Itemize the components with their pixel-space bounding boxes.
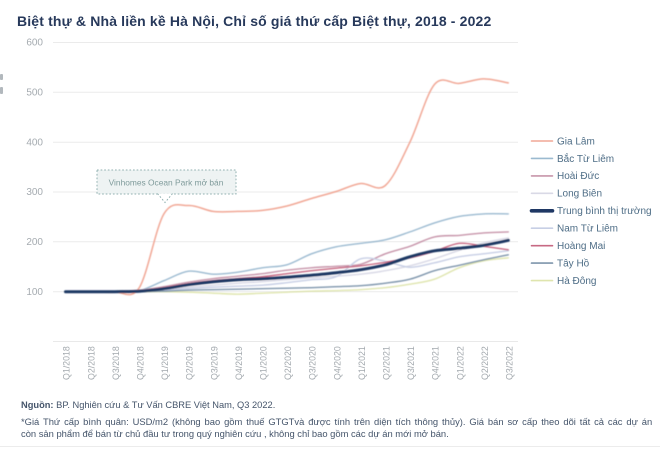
svg-text:Q2/2019: Q2/2019 <box>185 346 195 380</box>
svg-text:Tây Hồ: Tây Hồ <box>557 257 590 269</box>
svg-text:Q1/2019: Q1/2019 <box>160 346 170 380</box>
svg-text:Bắc Từ Liêm: Bắc Từ Liêm <box>557 152 614 165</box>
svg-text:Q4/2020: Q4/2020 <box>332 346 342 380</box>
svg-text:Trung bình thị trường: Trung bình thị trường <box>557 206 652 217</box>
svg-text:200: 200 <box>26 237 43 248</box>
svg-text:Q2/2018: Q2/2018 <box>86 346 96 380</box>
svg-text:Q3/2019: Q3/2019 <box>209 346 219 380</box>
svg-text:Q3/2018: Q3/2018 <box>111 346 121 380</box>
svg-text:Q1/2021: Q1/2021 <box>357 346 367 380</box>
svg-text:Q2/2022: Q2/2022 <box>480 346 490 380</box>
svg-text:Hoài Đức: Hoài Đức <box>557 171 599 182</box>
svg-text:Q1/2022: Q1/2022 <box>455 346 465 380</box>
svg-text:Q2/2021: Q2/2021 <box>382 346 392 380</box>
svg-text:Q1/2018: Q1/2018 <box>62 346 72 380</box>
svg-text:Vinhomes Ocean Park mở bán: Vinhomes Ocean Park mở bán <box>109 178 224 188</box>
svg-text:600: 600 <box>26 38 43 49</box>
svg-text:500: 500 <box>26 88 43 99</box>
svg-text:Q1/2020: Q1/2020 <box>259 346 269 380</box>
svg-text:Q3/2021: Q3/2021 <box>406 346 416 380</box>
svg-text:Q2/2020: Q2/2020 <box>283 346 293 380</box>
svg-text:Q4/2019: Q4/2019 <box>234 346 244 380</box>
svg-text:Q4/2018: Q4/2018 <box>136 346 146 380</box>
svg-text:300: 300 <box>26 187 43 198</box>
svg-text:Long Biên: Long Biên <box>557 189 602 200</box>
svg-text:Gia Lâm: Gia Lâm <box>557 136 595 147</box>
svg-text:Nam Từ Liêm: Nam Từ Liêm <box>557 224 618 235</box>
svg-text:400: 400 <box>26 137 43 148</box>
svg-text:100: 100 <box>26 287 43 298</box>
svg-text:Q3/2022: Q3/2022 <box>505 346 515 380</box>
svg-text:Hoàng Mai: Hoàng Mai <box>557 241 605 252</box>
svg-text:Q4/2021: Q4/2021 <box>431 346 441 380</box>
svg-text:Q3/2020: Q3/2020 <box>308 346 318 380</box>
svg-text:Hà Đông: Hà Đông <box>557 276 596 287</box>
